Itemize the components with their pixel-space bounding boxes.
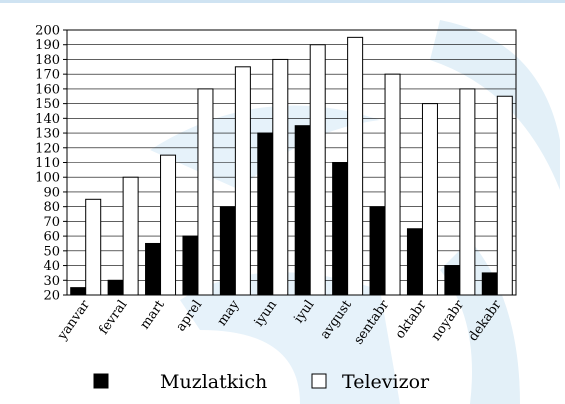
x-tick-label-yanvar: yanvar (54, 297, 93, 344)
y-tick-label-180: 180 (35, 53, 60, 68)
legend-swatch-televizor (311, 373, 327, 389)
bar-televizor-avgust (347, 36, 364, 296)
bar-televizor-sentabr (384, 73, 401, 296)
bar-muzlatkich-oktabr (406, 228, 423, 296)
bar-muzlatkich-may (219, 206, 236, 296)
y-tick-label-30: 30 (43, 274, 60, 289)
y-tick-label-120: 120 (35, 141, 60, 156)
y-tick-label-70: 70 (43, 215, 60, 230)
bar-muzlatkich-dekabr (481, 272, 498, 296)
legend: Muzlatkich Televizor (93, 371, 430, 393)
top-border-line (0, 0, 565, 3)
bar-televizor-may (234, 66, 251, 296)
y-tick-label-40: 40 (43, 259, 60, 274)
legend-swatch-muzlatkich (93, 373, 109, 389)
bar-televizor-yanvar (85, 198, 102, 296)
y-tick-label-60: 60 (43, 230, 60, 245)
y-axis-ticks: 2030405060708090100110120130140150160170… (35, 24, 67, 304)
bar-televizor-noyabr (459, 88, 476, 296)
y-tick-label-150: 150 (35, 97, 60, 112)
bar-televizor-iyul (309, 44, 326, 296)
y-tick-label-200: 200 (35, 24, 60, 39)
x-tick-label-iyul: iyul (291, 298, 317, 326)
x-tick-label-oktabr: oktabr (393, 297, 431, 342)
x-tick-label-dekabr: dekabr (466, 297, 505, 344)
bars (70, 36, 513, 296)
bar-muzlatkich-yanvar (70, 287, 87, 296)
x-tick-label-mart: mart (137, 297, 168, 332)
y-tick-label-20: 20 (43, 289, 60, 304)
y-tick-label-50: 50 (43, 244, 60, 259)
y-tick-label-160: 160 (35, 82, 60, 97)
bar-muzlatkich-noyabr (444, 265, 461, 296)
bar-muzlatkich-iyun (257, 132, 274, 296)
x-tick-label-may: may (215, 297, 243, 329)
bar-televizor-mart (160, 154, 177, 296)
y-tick-label-110: 110 (35, 156, 60, 171)
bar-televizor-aprel (197, 88, 214, 296)
bar-muzlatkich-aprel (182, 235, 199, 296)
x-tick-label-aprel: aprel (173, 298, 205, 335)
y-tick-label-100: 100 (35, 171, 60, 186)
y-tick-label-140: 140 (35, 112, 60, 127)
y-tick-label-170: 170 (35, 68, 60, 83)
bar-muzlatkich-sentabr (369, 206, 386, 296)
bar-televizor-dekabr (496, 95, 513, 296)
legend-label-muzlatkich: Muzlatkich (160, 371, 267, 393)
bar-televizor-fevral (122, 176, 139, 296)
bar-muzlatkich-mart (145, 242, 162, 296)
y-tick-label-90: 90 (43, 185, 60, 200)
y-tick-label-190: 190 (35, 38, 60, 53)
x-tick-label-avgust: avgust (318, 297, 356, 342)
bar-muzlatkich-iyul (294, 125, 311, 296)
x-tick-label-noyabr: noyabr (429, 297, 468, 344)
legend-label-televizor: Televizor (342, 371, 430, 393)
x-tick-label-fevral: fevral (96, 298, 130, 338)
x-tick-label-sentabr: sentabr (351, 297, 393, 347)
y-tick-label-130: 130 (35, 127, 60, 142)
bar-muzlatkich-avgust (332, 162, 349, 296)
bar-muzlatkich-fevral (107, 279, 124, 296)
bar-televizor-iyun (272, 58, 289, 296)
x-tick-label-iyun: iyun (252, 297, 281, 329)
y-tick-label-80: 80 (43, 200, 60, 215)
bar-televizor-oktabr (421, 103, 438, 296)
x-axis-ticks: yanvar fevral mart aprel may iyun iyul avgustse… (54, 297, 505, 347)
